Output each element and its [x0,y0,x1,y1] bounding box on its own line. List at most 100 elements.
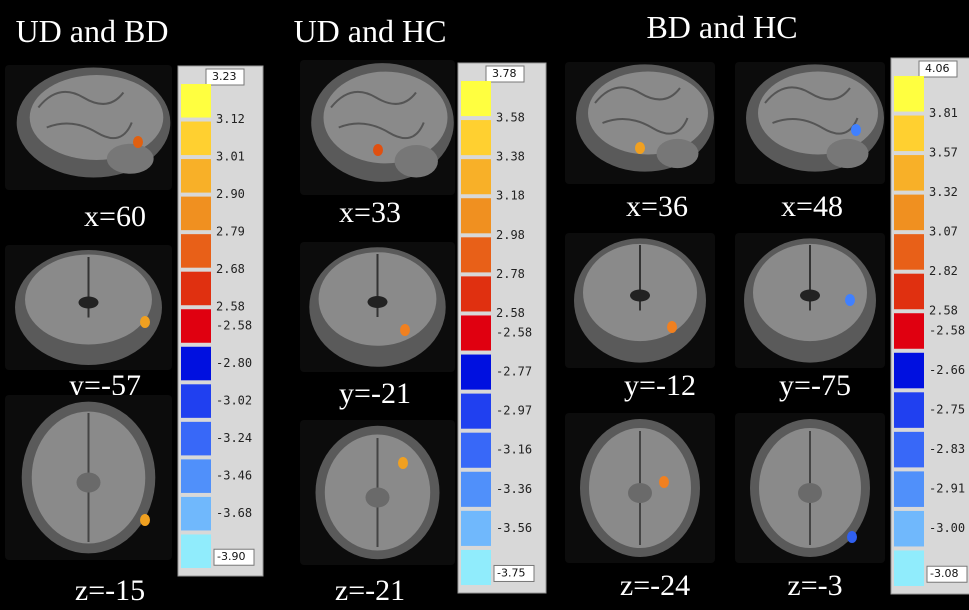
color-block [461,315,491,350]
slice-label: y=-21 [339,377,411,410]
colorbar-label: -3.24 [216,431,252,445]
brain-slice [300,60,455,195]
color-block [181,497,211,531]
activation [851,124,861,136]
colorbar-label: -3.46 [216,469,252,483]
color-block [894,432,924,468]
colorbar-label: -3.16 [496,443,532,457]
colorbar-label: 2.90 [216,187,245,201]
colorbar-min: -3.08 [930,567,958,580]
color-block [181,459,211,493]
color-block [894,76,924,112]
colorbar: 3.233.123.012.902.792.682.58-2.58-2.80-3… [178,66,263,576]
color-block [894,274,924,310]
color-block [894,155,924,191]
activation [667,321,677,333]
color-block [461,159,491,194]
colorbar-label: 2.82 [929,264,958,278]
color-block [461,550,491,585]
brain-slice [735,62,885,184]
brain-slice [5,245,172,370]
colorbar-label: 3.12 [216,112,245,126]
brainstem [798,483,822,503]
color-block [461,433,491,468]
activation [635,142,645,154]
color-block [894,471,924,507]
activation [133,136,143,148]
colorbar-label: -3.36 [496,482,532,496]
brain-slice [735,233,885,368]
color-block [461,276,491,311]
color-block [461,81,491,116]
brainstem [77,473,101,493]
colorbar-label: 3.07 [929,225,958,239]
colorbar-label: 3.32 [929,185,958,199]
colorbar-label: 3.57 [929,146,958,160]
color-block [461,472,491,507]
color-block [461,511,491,546]
slice-label: x=36 [626,190,688,223]
colorbar-max: 3.78 [492,67,517,80]
color-block [181,122,211,156]
slice-label: z=-21 [335,574,405,607]
color-block [181,197,211,231]
brain-slice [5,395,172,560]
colorbar-label: 2.58 [496,306,525,320]
activation [847,531,857,543]
activation [373,144,383,156]
brain-slice [735,413,885,563]
colorbar-min: -3.90 [217,550,245,563]
activation [398,457,408,469]
activation [140,514,150,526]
color-block [894,353,924,389]
color-block [894,234,924,270]
brain-slice [565,62,715,184]
colorbar-label: 2.68 [216,262,245,276]
slice-label: y=-75 [779,369,851,402]
brain-slice [300,242,455,372]
color-block [461,120,491,155]
colorbar: 3.783.583.383.182.982.782.58-2.58-2.77-2… [458,63,546,593]
brain-slice [5,65,172,190]
color-block [181,234,211,268]
colorbar-label: 3.38 [496,150,525,164]
color-block [894,116,924,152]
activation [400,324,410,336]
colorbar-label: 2.58 [929,304,958,318]
cerebellum [827,139,869,168]
slice-label: y=-12 [624,369,696,402]
color-block [461,237,491,272]
colorbar-label: -2.97 [496,404,532,418]
colorbar-label: 2.98 [496,228,525,242]
colorbar-label: -3.68 [216,506,252,520]
colorbar-label: -2.75 [929,403,965,417]
colorbar-min: -3.75 [497,566,525,579]
panel-title: UD and HC [294,13,447,49]
brain-slice [300,420,455,565]
ventricles [630,290,650,302]
ventricles [79,297,99,309]
color-block [894,392,924,428]
activation [845,294,855,306]
slice-label: z=-3 [787,569,842,602]
panel-title: UD and BD [16,13,169,49]
activation [659,476,669,488]
figure: UD and BDx=60y=-57z=-153.233.123.012.902… [0,0,969,610]
colorbar-label: -2.66 [929,363,965,377]
colorbar-label: -3.56 [496,521,532,535]
brainstem [628,483,652,503]
color-block [894,511,924,547]
colorbar-label: -2.80 [216,356,252,370]
colorbar-label: -3.00 [929,521,965,535]
colorbar-label: -2.58 [496,326,532,340]
cerebellum [395,145,438,177]
color-block [181,159,211,193]
color-block [461,355,491,390]
color-block [181,347,211,381]
colorbar-label: 3.81 [929,106,958,120]
colorbar-max: 3.23 [212,70,237,83]
cerebellum [657,139,699,168]
colorbar-label: -2.58 [216,319,252,333]
colorbar-label: 3.18 [496,189,525,203]
colorbar-label: -2.58 [929,324,965,338]
